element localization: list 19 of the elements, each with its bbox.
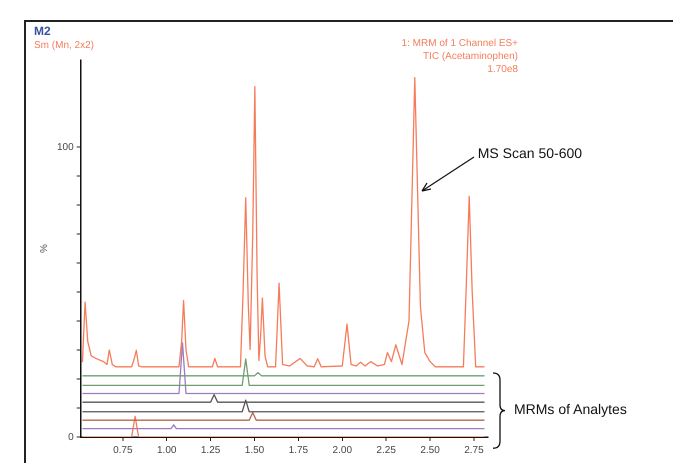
x-tick-label: 2.25 [376, 444, 396, 456]
annotation: 1.70e8 [486, 64, 518, 75]
x-tick-label: 2.50 [420, 444, 440, 456]
x-tick-label: 1.25 [200, 444, 221, 456]
annotation: TIC (Acetaminophen) [422, 51, 518, 62]
chart-title: M2 [34, 24, 51, 38]
x-tick-label: 1.75 [288, 444, 309, 456]
y-axis-title: % [38, 244, 50, 253]
x-tick-label: 2.75 [464, 444, 484, 456]
x-tick-label: 1.00 [156, 444, 177, 456]
x-tick-label: 0.75 [113, 444, 133, 456]
text: 1: MRM of 1 Channel ES+ [400, 38, 518, 49]
y-tick-label: 0 [68, 432, 74, 443]
annotation: MS Scan 50-600 [478, 145, 582, 162]
text: MRMs of Analytes [514, 401, 627, 418]
y-tick-label: 100 [56, 142, 74, 153]
x-tick-label: 1.50 [244, 444, 265, 456]
chart-subtitle: Sm (Mn, 2x2) [34, 40, 94, 51]
x-tick-label: 2.00 [332, 444, 352, 456]
